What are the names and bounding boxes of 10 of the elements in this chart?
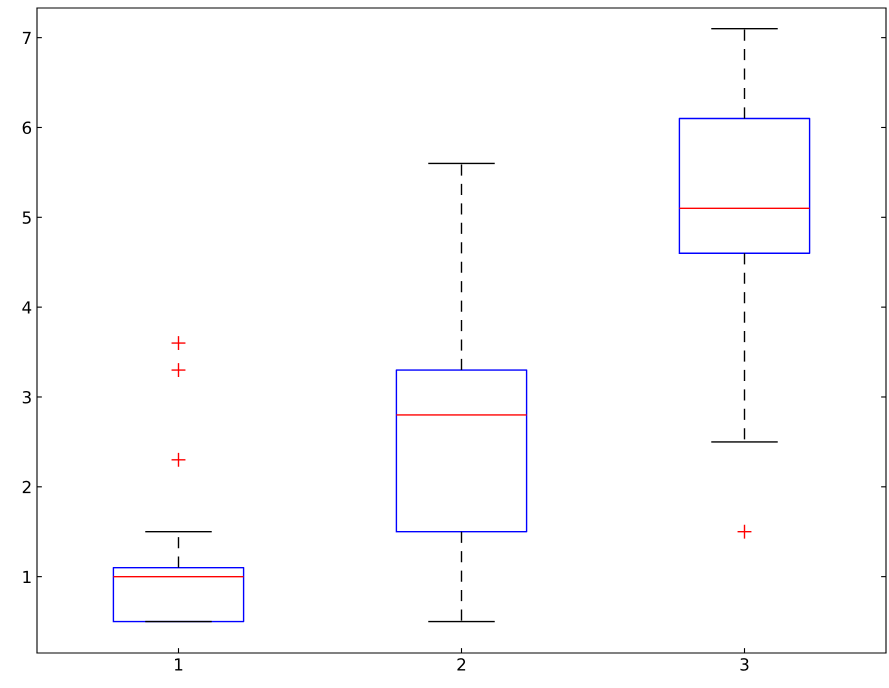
y-tick-label: 5 <box>22 211 31 224</box>
y-tick-label: 7 <box>22 32 31 44</box>
x-tick-label: 2 <box>457 658 466 671</box>
y-tick-label: 3 <box>22 390 31 404</box>
y-tick-label: 2 <box>22 480 30 494</box>
y-tick-label: 1 <box>23 570 31 583</box>
y-tick-label: 6 <box>22 121 32 134</box>
y-tick-label: 4 <box>22 301 32 314</box>
x-tick-label: 1 <box>175 658 182 671</box>
x-tick-label: 3 <box>740 658 748 671</box>
